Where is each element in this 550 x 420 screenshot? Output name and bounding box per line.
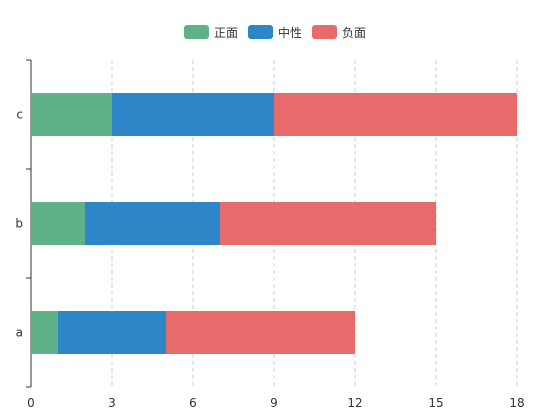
bar-segment (31, 311, 58, 354)
bar-segment (31, 202, 85, 245)
bar-segment (85, 202, 220, 245)
bar-segment (166, 311, 355, 354)
legend-swatch-negative (312, 25, 337, 39)
y-tick-label: c (16, 108, 23, 122)
legend-swatch-positive (183, 25, 209, 39)
legend-label-neutral: 中性 (277, 25, 302, 40)
x-tick-label: 15 (428, 396, 443, 410)
legend: 正面 中性 负面 (0, 22, 550, 42)
y-tick-label: a (16, 326, 23, 340)
bar-segment (31, 93, 112, 136)
y-tick-label: b (15, 217, 23, 231)
axis-layer: 0 3 6 9 12 15 18 a b c (15, 59, 525, 410)
bar-segment (58, 311, 166, 354)
x-tick-label: 3 (108, 396, 116, 410)
x-tick-label: 0 (27, 396, 35, 410)
legend-item-neutral[interactable]: 中性 (247, 24, 302, 41)
bar-segment (112, 93, 274, 136)
legend-label-positive: 正面 (213, 25, 238, 40)
x-tick-label: 6 (189, 396, 197, 410)
bar-segment (274, 93, 517, 136)
legend-item-positive[interactable]: 正面 (183, 24, 238, 41)
bar-layer (31, 93, 517, 354)
legend-item-negative[interactable]: 负面 (312, 24, 366, 41)
x-tick-label: 18 (509, 396, 524, 410)
x-tick-label: 9 (270, 396, 278, 410)
bar-segment (220, 202, 436, 245)
x-tick-label: 12 (347, 396, 362, 410)
legend-swatch-neutral (247, 25, 273, 39)
legend-label-negative: 负面 (342, 25, 367, 40)
